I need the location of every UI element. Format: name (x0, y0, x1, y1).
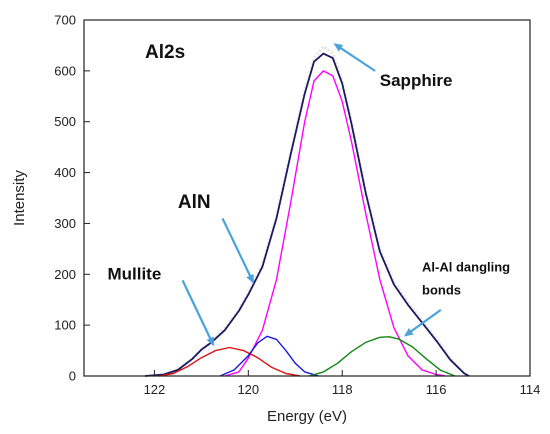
x-tick-label: 114 (520, 382, 541, 397)
plot-frame (83, 19, 531, 377)
annotation-label-2: AlN (178, 192, 211, 213)
series-line-2 (224, 70, 446, 377)
series-line-4 (219, 335, 319, 377)
annotation-label-0: Al2s (145, 42, 185, 63)
y-tick-label: 100 (54, 318, 76, 333)
series-line-1 (144, 52, 470, 377)
x-tick-label: 120 (237, 382, 259, 397)
x-tick-label: 116 (426, 382, 447, 397)
series-line-3 (158, 346, 301, 377)
y-tick-label: 500 (54, 114, 76, 129)
tick-layer: 122 120 118 116 114 0 100 200 300 400 500 600 700 (54, 13, 540, 398)
x-tick-label: 122 (144, 382, 166, 397)
annotation-label-1: Sapphire (380, 71, 453, 90)
annotation-label-4: Al-Al dangling (422, 260, 510, 275)
y-tick-label: 400 (54, 165, 76, 180)
series-line-5 (309, 336, 456, 377)
annotation-arrow-1 (333, 43, 376, 72)
annotation-arrow-5 (403, 308, 442, 337)
y-tick-label: 700 (54, 13, 76, 28)
y-tick-label: 0 (69, 369, 76, 384)
y-axis-title: Intensity (11, 170, 28, 226)
y-tick-label: 600 (54, 63, 76, 78)
annotation-layer: Al2s Sapphire AlN Mullite Al-Al dangling bond… (107, 42, 510, 347)
x-axis-title: Energy (eV) (267, 408, 347, 425)
annotation-arrow-2 (221, 217, 255, 284)
y-tick-label: 300 (54, 216, 76, 231)
series-layer (144, 44, 470, 378)
y-tick-label: 200 (54, 267, 76, 282)
x-tick-label: 118 (332, 382, 353, 397)
annotation-label-3: Mullite (107, 264, 161, 283)
annotation-label-5: bonds (422, 283, 461, 298)
annotation-arrow-3 (181, 279, 215, 347)
